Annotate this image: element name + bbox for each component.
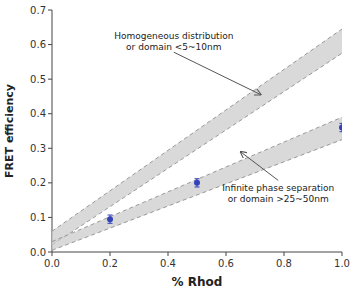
chart: 0.0 0.2 0.4 0.6 0.8 1.0 0.0 0.1 0.2 0.3 0.4 0.5 0.6 0… [0, 0, 354, 292]
y-tick [48, 44, 52, 45]
y-axis-label: FRET efficiency [3, 84, 16, 178]
y-tick [48, 113, 52, 114]
x-axis-line [52, 252, 342, 253]
data-point [107, 216, 113, 222]
annotation-text: Homogeneous distributionor domain <5~10n… [114, 31, 233, 52]
x-tick [52, 252, 53, 256]
band-edge [52, 140, 342, 251]
x-tick [342, 252, 343, 256]
y-tick-label: 0.2 [30, 177, 46, 188]
y-tick-label: 0.6 [30, 39, 46, 50]
y-tick [48, 10, 52, 11]
y-tick-label: 0.3 [30, 143, 46, 154]
y-axis-line [52, 10, 53, 252]
error-bar [340, 123, 343, 131]
annotation-text: Infinite phase separationor domain >25~5… [222, 183, 334, 204]
band-area [52, 117, 342, 250]
x-tick [168, 252, 169, 256]
x-tick [284, 252, 285, 256]
x-tick-label: 1.0 [334, 258, 350, 269]
y-tick [48, 148, 52, 149]
y-tick [48, 217, 52, 218]
x-axis-label: % Rhod [172, 275, 223, 289]
x-tick-label: 0.6 [218, 258, 234, 269]
error-bar [195, 179, 200, 187]
y-tick [48, 182, 52, 183]
band-edge [52, 117, 342, 241]
plot-area [52, 29, 342, 250]
y-tick-label: 0.1 [30, 212, 46, 223]
y-tick-label: 0.4 [30, 108, 46, 119]
x-tick-label: 0.0 [44, 258, 60, 269]
data-point [194, 180, 200, 186]
y-tick-label: 0.5 [30, 74, 46, 85]
x-tick-label: 0.2 [102, 258, 118, 269]
data-point [339, 125, 342, 131]
y-tick [48, 79, 52, 80]
x-tick-label: 0.4 [160, 258, 176, 269]
annotation-arrow [241, 152, 279, 181]
x-tick-label: 0.8 [276, 258, 292, 269]
y-tick [48, 252, 52, 253]
x-tick [110, 252, 111, 256]
x-tick [226, 252, 227, 256]
y-tick-label: 0.7 [30, 5, 46, 16]
band-edge [52, 29, 342, 231]
y-tick-label: 0.0 [30, 247, 46, 258]
annotation-arrow [174, 52, 261, 94]
error-bar [108, 215, 113, 223]
